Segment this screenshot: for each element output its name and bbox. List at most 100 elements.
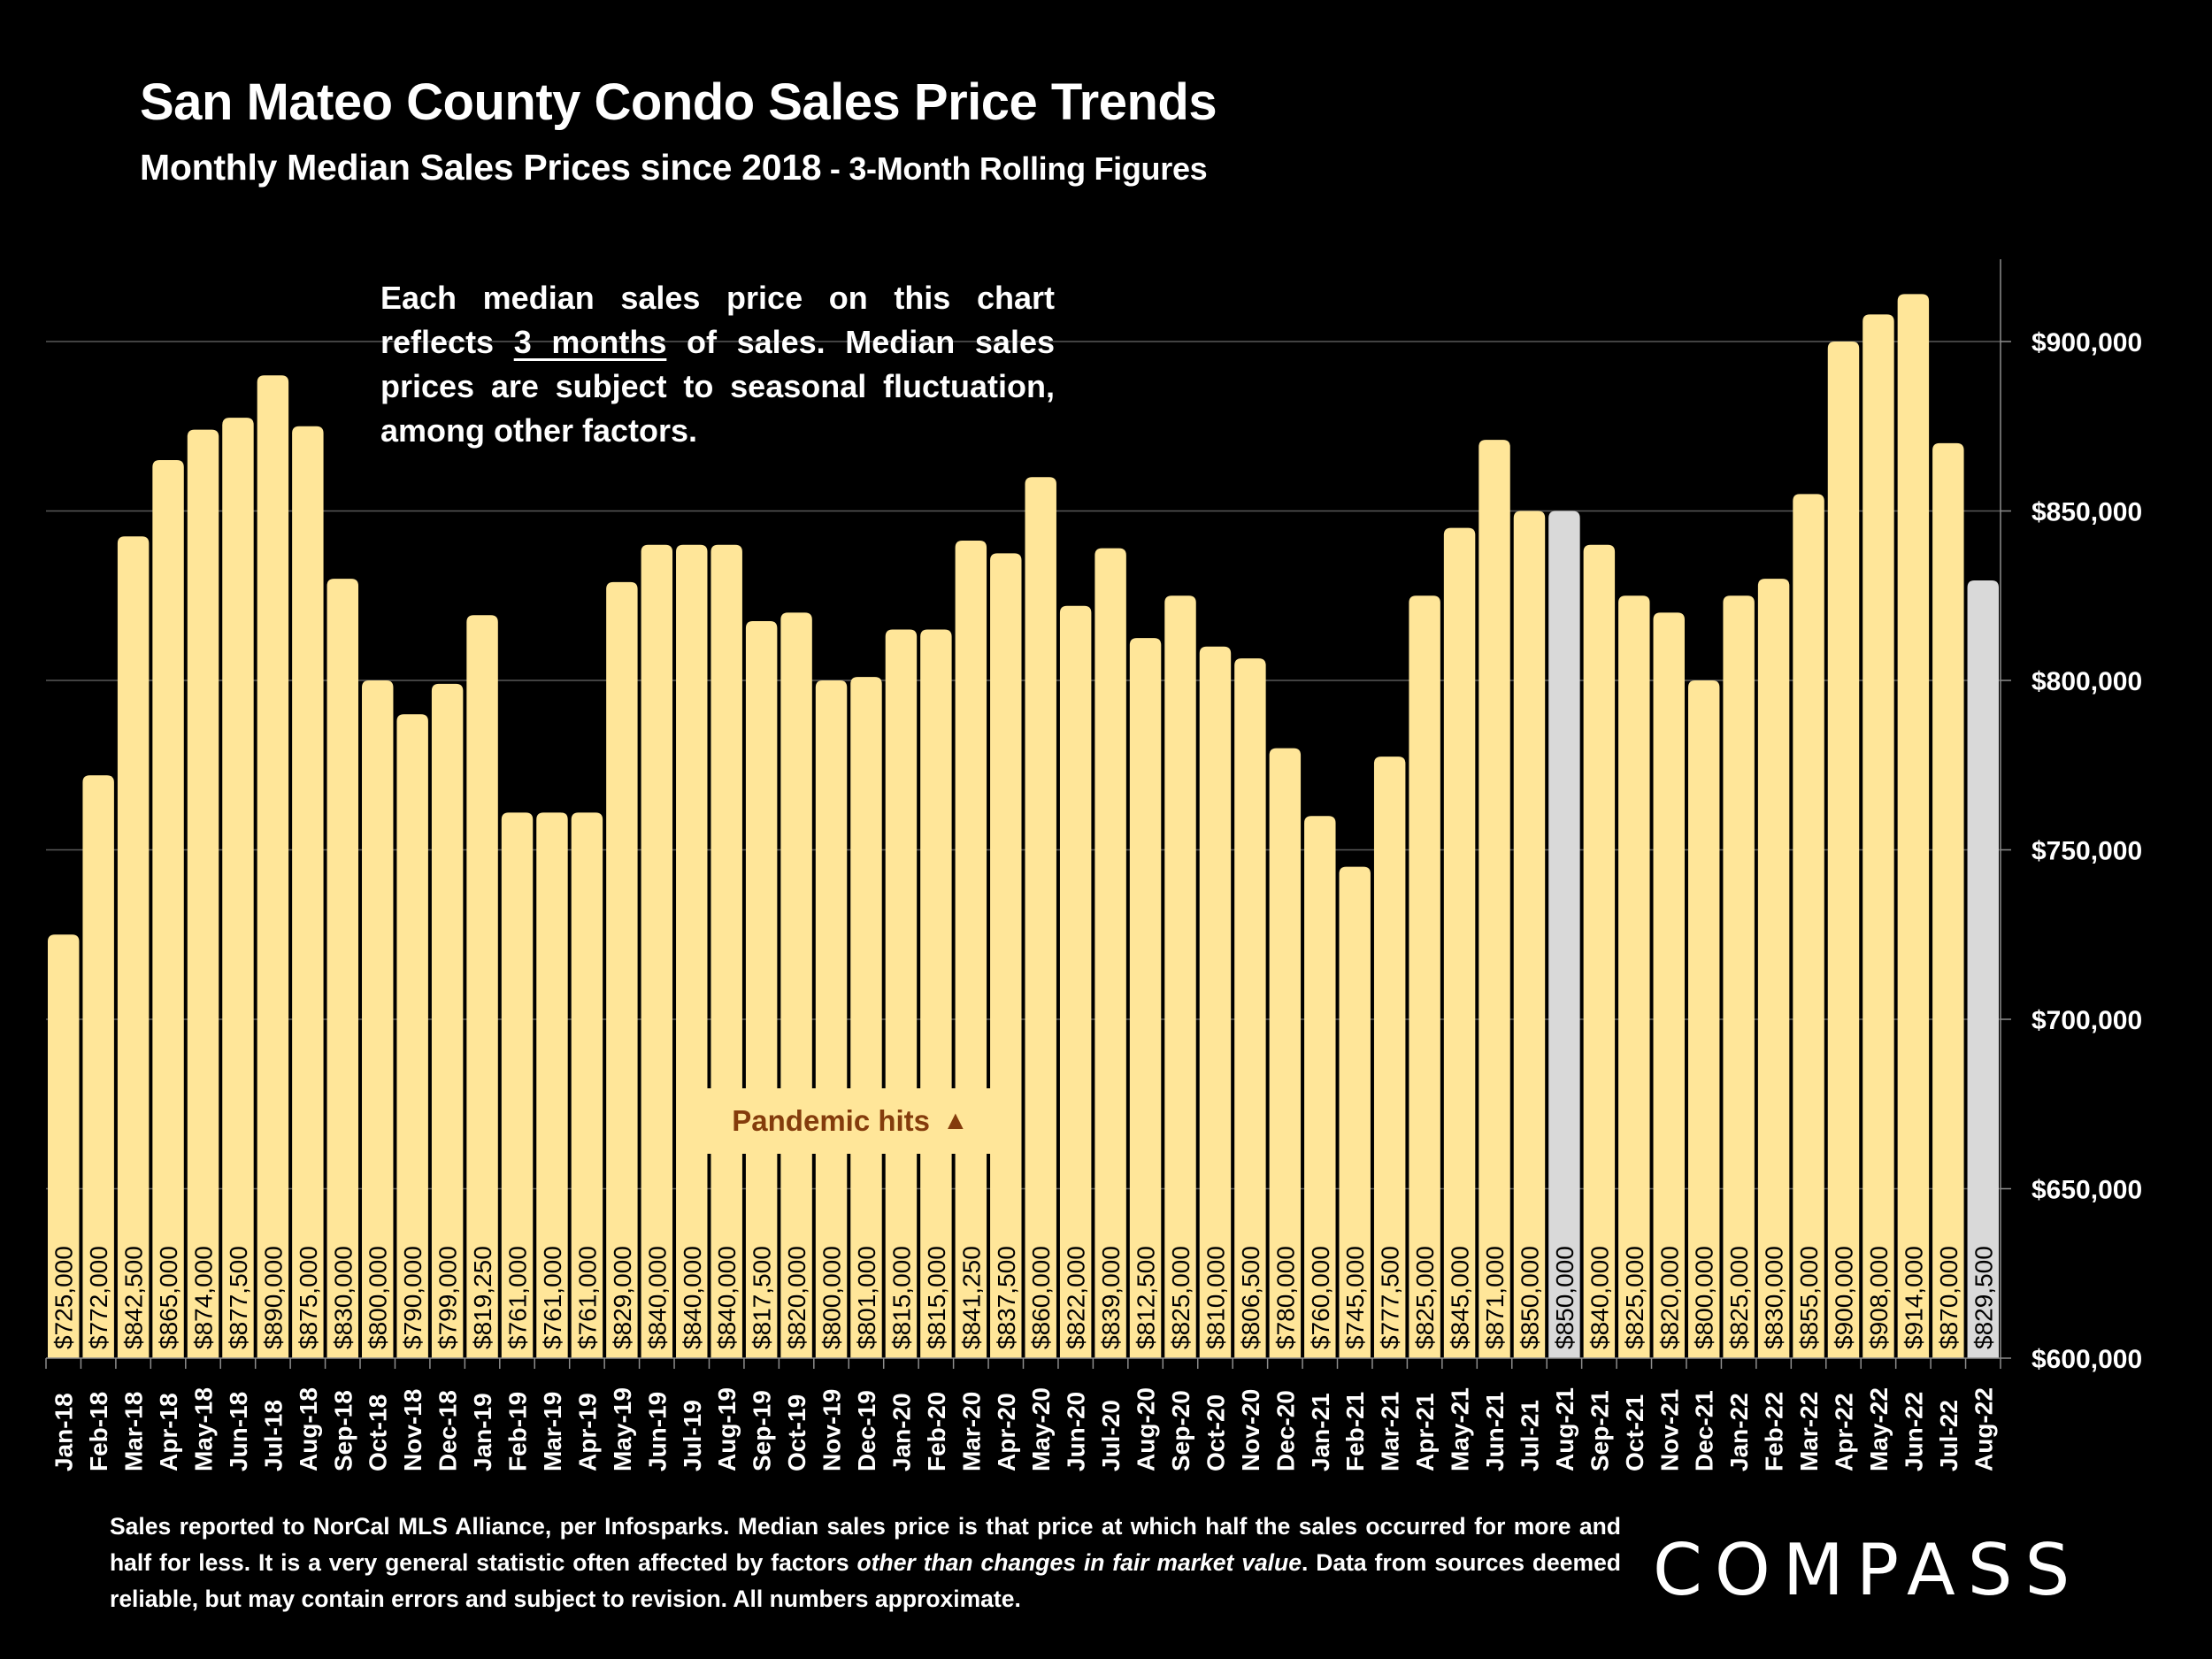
bar xyxy=(117,536,150,1358)
bar xyxy=(676,544,708,1358)
data-label: $850,000 xyxy=(1516,1246,1543,1349)
data-label: $829,000 xyxy=(609,1246,636,1349)
data-label: $799,000 xyxy=(434,1246,462,1349)
bar xyxy=(780,612,812,1358)
bar xyxy=(1967,580,1999,1358)
y-tick-label: $600,000 xyxy=(2032,1345,2142,1374)
data-label: $819,250 xyxy=(469,1246,496,1349)
data-label: $817,500 xyxy=(749,1246,776,1349)
x-tick-label: Mar-21 xyxy=(1377,1392,1404,1471)
note-underlined: 3 months xyxy=(513,324,667,360)
bar xyxy=(1409,595,1440,1358)
bar xyxy=(1164,595,1196,1358)
bar xyxy=(466,615,498,1358)
x-tick-label: May-18 xyxy=(190,1387,218,1471)
data-label: $800,000 xyxy=(818,1246,846,1349)
data-label: $760,000 xyxy=(1307,1246,1334,1349)
data-label: $761,000 xyxy=(504,1246,532,1349)
x-tick-label: Sep-20 xyxy=(1167,1390,1194,1471)
data-label: $825,000 xyxy=(1411,1246,1439,1349)
x-tick-label: Feb-22 xyxy=(1761,1392,1788,1471)
data-label: $874,000 xyxy=(190,1246,218,1349)
data-label: $772,000 xyxy=(85,1246,112,1349)
note-text-1: Each median sales price on this chart re… xyxy=(380,280,1055,360)
bar xyxy=(1304,816,1336,1358)
data-label: $829,500 xyxy=(1970,1246,1997,1349)
y-tick-label: $750,000 xyxy=(2032,837,2142,866)
data-label: $830,000 xyxy=(1761,1246,1788,1349)
x-tick-label: Sep-18 xyxy=(329,1390,357,1471)
data-label: $839,000 xyxy=(1097,1246,1125,1349)
x-tick-label: Oct-18 xyxy=(365,1394,392,1471)
x-tick-label: Aug-21 xyxy=(1551,1387,1578,1471)
data-label: $840,000 xyxy=(713,1246,741,1349)
bar xyxy=(222,418,254,1358)
compass-logo: COMPASS xyxy=(1653,1529,2083,1611)
data-label: $900,000 xyxy=(1830,1246,1857,1349)
x-tick-label: Nov-19 xyxy=(818,1389,846,1471)
x-tick-label: Jul-22 xyxy=(1935,1400,1962,1471)
x-tick-label: Jun-22 xyxy=(1900,1392,1927,1471)
data-label: $860,000 xyxy=(1027,1246,1055,1349)
x-tick-label: Nov-20 xyxy=(1237,1389,1264,1471)
data-label: $840,000 xyxy=(679,1246,706,1349)
data-label: $810,000 xyxy=(1202,1246,1229,1349)
data-label: $908,000 xyxy=(1865,1246,1893,1349)
data-label: $842,500 xyxy=(120,1246,148,1349)
x-tick-label: May-22 xyxy=(1865,1387,1893,1471)
x-tick-label: Oct-20 xyxy=(1202,1394,1229,1471)
x-tick-label: Apr-21 xyxy=(1411,1393,1439,1471)
y-tick-label: $850,000 xyxy=(2032,498,2142,527)
subtitle-main: Monthly Median Sales Prices since 2018 xyxy=(140,147,822,188)
bar xyxy=(1094,548,1126,1358)
x-tick-label: Aug-19 xyxy=(713,1387,741,1471)
x-tick-label: Jul-20 xyxy=(1097,1400,1125,1471)
note-text-2: of sales. Median sales prices are subjec… xyxy=(380,324,1056,449)
x-tick-label: Aug-22 xyxy=(1970,1387,1997,1471)
data-label: $815,000 xyxy=(887,1246,915,1349)
x-tick-label: Aug-20 xyxy=(1133,1387,1160,1471)
bar xyxy=(850,677,882,1358)
x-tick-label: Jan-18 xyxy=(50,1393,78,1471)
x-tick-label: Jul-18 xyxy=(259,1400,287,1471)
x-tick-label: May-19 xyxy=(609,1387,636,1471)
data-label: $790,000 xyxy=(399,1246,426,1349)
bar xyxy=(1059,605,1092,1358)
pandemic-label: Pandemic hits xyxy=(732,1104,931,1137)
bar xyxy=(536,812,568,1358)
x-tick-label: Oct-19 xyxy=(783,1394,810,1471)
chart-note: Each median sales price on this chart re… xyxy=(380,276,1055,453)
x-tick-label: Jan-21 xyxy=(1307,1393,1334,1471)
bar xyxy=(606,581,638,1358)
bar xyxy=(1687,680,1720,1358)
x-tick-label: Jul-21 xyxy=(1516,1400,1543,1471)
y-tick-label: $800,000 xyxy=(2032,667,2142,696)
bar xyxy=(362,680,394,1358)
x-tick-label: Jun-20 xyxy=(1063,1392,1090,1471)
bar xyxy=(990,553,1022,1358)
data-label: $850,000 xyxy=(1551,1246,1578,1349)
bar xyxy=(1269,748,1302,1358)
data-label: $825,000 xyxy=(1167,1246,1194,1349)
data-label: $801,000 xyxy=(853,1246,880,1349)
bar xyxy=(82,775,114,1358)
data-label: $837,500 xyxy=(993,1246,1020,1349)
footnote-text-1: Sales reported to NorCal MLS Alliance, p… xyxy=(110,1513,1621,1576)
bar xyxy=(815,680,848,1358)
bar xyxy=(1548,511,1580,1358)
x-tick-label: Dec-20 xyxy=(1271,1390,1299,1471)
data-label: $855,000 xyxy=(1795,1246,1823,1349)
x-tick-label: Jan-20 xyxy=(887,1393,915,1471)
bar xyxy=(152,460,184,1358)
data-label: $812,500 xyxy=(1133,1246,1160,1349)
bar xyxy=(501,812,534,1358)
bar xyxy=(326,579,359,1358)
data-label: $841,250 xyxy=(957,1246,985,1349)
y-tick-label: $900,000 xyxy=(2032,328,2142,357)
x-tick-label: Jan-22 xyxy=(1725,1393,1753,1471)
bar xyxy=(257,375,289,1358)
footnote: Sales reported to NorCal MLS Alliance, p… xyxy=(110,1509,1621,1617)
x-tick-label: May-20 xyxy=(1027,1387,1055,1471)
data-label: $870,000 xyxy=(1935,1246,1962,1349)
